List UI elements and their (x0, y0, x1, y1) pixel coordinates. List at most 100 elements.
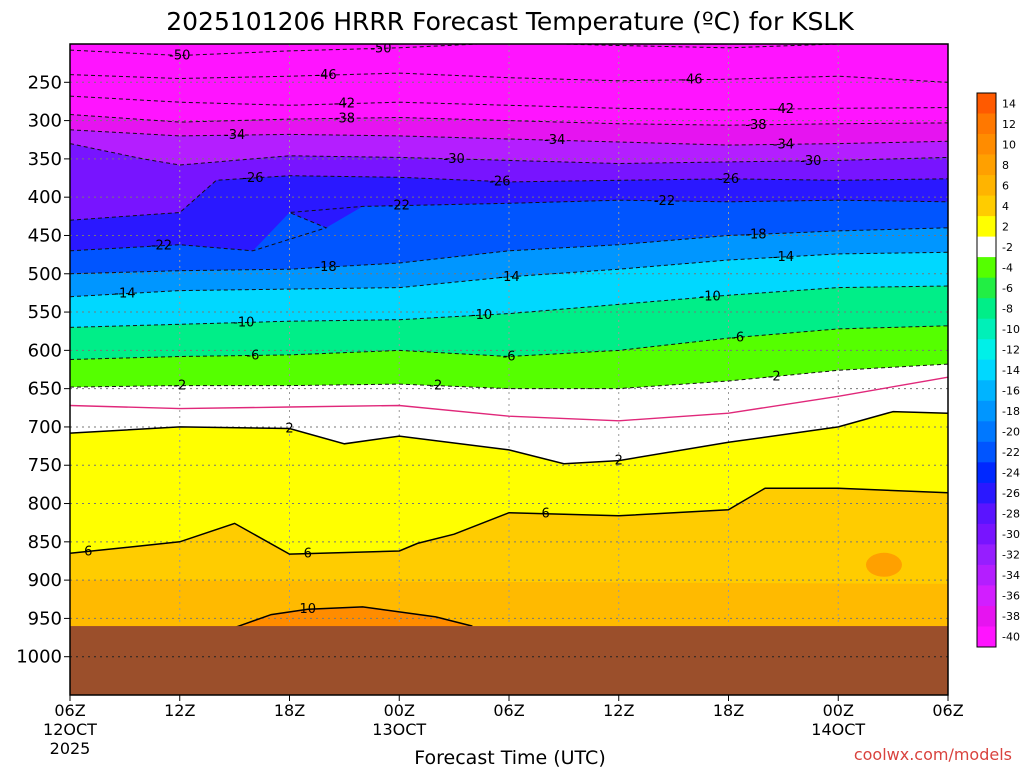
colorbar-label: -26 (1002, 487, 1020, 500)
colorbar-swatch (977, 298, 996, 320)
contour-label: -10 (471, 308, 492, 323)
colorbar-swatch (977, 359, 996, 381)
y-tick-label: 450 (28, 225, 62, 246)
plot-area: -50 -50-46 -46-42 -42-38 -38-34 -34 -34-30 -30-… (69, 41, 949, 696)
colorbar-label: -8 (1002, 302, 1013, 315)
colorbar-label: -22 (1002, 446, 1020, 459)
x-tick-label: 06Z (54, 701, 85, 720)
contour-label: -6 (503, 349, 516, 364)
colorbar-swatch (977, 441, 996, 463)
x-tick-label: 12Z (164, 701, 195, 720)
colorbar-label: 4 (1002, 200, 1009, 213)
contour-label: -34 (773, 137, 794, 152)
x-axis-label: Forecast Time (UTC) (414, 747, 605, 768)
x-tick-label: 06Z (932, 701, 963, 720)
y-tick-label: 600 (28, 340, 62, 361)
colorbar-label: -38 (1002, 610, 1020, 623)
colorbar-label: -34 (1002, 569, 1020, 582)
x-tick-label: 18Z (713, 701, 744, 720)
colorbar-swatch (977, 585, 996, 607)
colorbar-label: -24 (1002, 467, 1020, 480)
contour-label: -6 (731, 330, 744, 345)
y-tick-label: 500 (28, 264, 62, 285)
colorbar-swatch (977, 400, 996, 422)
colorbar-label: -16 (1002, 385, 1020, 398)
x-tick-label: 06Z (493, 701, 524, 720)
colorbar-swatch (977, 503, 996, 525)
contour-label: -22 (151, 239, 172, 254)
colorbar-label: -14 (1002, 364, 1020, 377)
contour-label: -2 (173, 379, 186, 394)
x-tick-date: 14OCT (811, 720, 865, 739)
contour-label: -42 (773, 102, 794, 117)
contour-line (70, 376, 948, 422)
x-tick-date: 12OCT (43, 720, 97, 739)
contour-label: -42 (334, 97, 355, 112)
y-tick-label: 950 (28, 608, 62, 629)
contour-label: 2 (285, 421, 293, 436)
colorbar-swatch (977, 462, 996, 484)
contour-label: -46 (315, 68, 336, 83)
contour-label: -2 (429, 379, 442, 394)
colorbar-swatch (977, 339, 996, 361)
x-tick-label: 00Z (384, 701, 415, 720)
x-tick-label: 12Z (603, 701, 634, 720)
colorbar-legend: 14 12 10 8 6 4 2 -2 -4 -6 -8 -10 -12 -14 -16 -18 -20 -22 -… (976, 92, 1020, 648)
colorbar-label: 6 (1002, 179, 1009, 192)
colorbar-label: -6 (1002, 282, 1013, 295)
contour-line (70, 175, 948, 221)
credit-text[interactable]: coolwx.com/models (854, 745, 1012, 764)
contour-label: -26 (242, 171, 263, 186)
temperature-band (865, 552, 902, 577)
y-tick-label: 350 (28, 149, 62, 170)
contour-label: -46 (681, 73, 702, 88)
colorbar-label: -10 (1002, 323, 1020, 336)
contour-label: -14 (498, 270, 519, 285)
colorbar-swatch (977, 113, 996, 135)
contour-label: -22 (654, 194, 675, 209)
contour-label: -38 (334, 111, 355, 126)
contour-label: 2 (615, 454, 623, 469)
contour-label: -26 (489, 174, 510, 189)
colorbar-swatch (977, 134, 996, 155)
chart-title: 2025101206 HRRR Forecast Temperature (ºC… (166, 7, 854, 36)
colorbar-label: -30 (1002, 528, 1020, 541)
contour-label: -26 (718, 172, 739, 187)
colorbar-swatch (977, 257, 996, 278)
contour-label: -50 (169, 48, 190, 63)
contour-label: -10 (233, 316, 254, 331)
x-tick-year: 2025 (50, 739, 91, 758)
colorbar-swatch (977, 154, 996, 176)
colorbar-label: 8 (1002, 159, 1009, 172)
colorbar-swatch (977, 523, 996, 545)
x-tick-label: 00Z (823, 701, 854, 720)
colorbar-frame (976, 92, 997, 648)
colorbar-label: -20 (1002, 426, 1020, 439)
colorbar-label: 14 (1002, 97, 1016, 110)
contour-line (70, 143, 948, 166)
colorbar-label: -36 (1002, 590, 1020, 603)
x-tick-label: 18Z (274, 701, 305, 720)
colorbar-swatch (977, 421, 996, 443)
colorbar-swatch (977, 606, 996, 627)
x-tick-date: 13OCT (372, 720, 426, 739)
colorbar-swatch (977, 93, 996, 114)
colorbar-swatch (977, 544, 996, 566)
colorbar-swatch (977, 564, 996, 586)
y-tick-label: 400 (28, 187, 62, 208)
colorbar-label: 10 (1002, 138, 1016, 151)
colorbar-swatch (977, 216, 996, 237)
colorbar-swatch (977, 626, 996, 648)
contour-label: 10 (300, 602, 317, 617)
contour-label: -2 (768, 370, 781, 385)
y-tick-label: 700 (28, 417, 62, 438)
contour-label: -38 (745, 118, 766, 133)
contour-line (70, 487, 948, 555)
contour-label: -50 (370, 41, 391, 56)
colorbar-label: 2 (1002, 220, 1009, 233)
contour-label: -18 (745, 227, 766, 242)
contour-label: -18 (315, 260, 336, 275)
ground-terrain (70, 626, 948, 695)
colorbar-swatch (977, 236, 996, 258)
